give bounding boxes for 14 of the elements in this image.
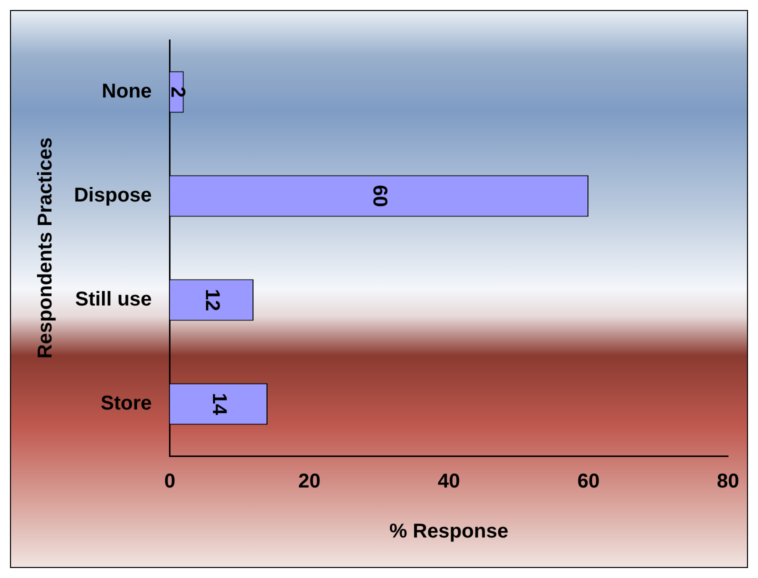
x-tick-label: 0: [164, 470, 176, 493]
data-label: 12: [201, 288, 224, 312]
y-tick-label: Dispose: [74, 184, 152, 207]
y-tick-label: Still use: [75, 288, 152, 311]
x-tick-label: 80: [716, 470, 740, 493]
x-tick-label: 20: [298, 470, 320, 493]
x-tick-label: 60: [577, 470, 600, 493]
x-tick-label: 40: [438, 470, 460, 493]
y-tick-label: Store: [100, 392, 152, 415]
y-tick-label: None: [102, 80, 152, 103]
x-axis-title: % Response: [389, 520, 508, 543]
y-axis-title: Respondents Practices: [34, 137, 57, 359]
data-label: 60: [368, 184, 391, 208]
data-label: 14: [208, 392, 230, 416]
